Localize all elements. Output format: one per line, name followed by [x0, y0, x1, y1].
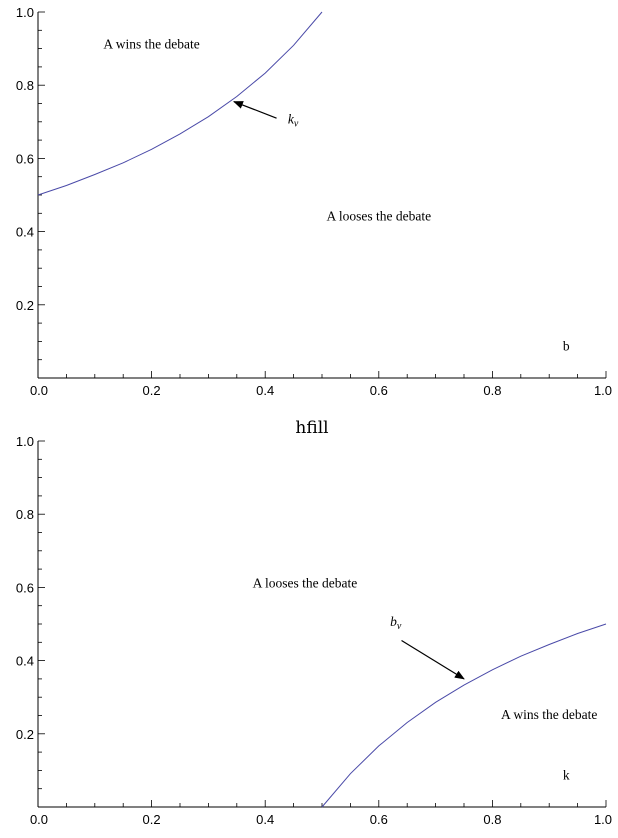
region-annotation: A looses the debate	[253, 575, 358, 590]
x-tick-label: 0.8	[483, 812, 501, 827]
top-plot: 0.0 0.2 0.4 0.6 0.8 1.0 0.2 0.4 0.6 0.8 1.0 b A wins…	[16, 5, 612, 398]
x-tick-label: 0.2	[143, 812, 161, 827]
series-line	[321, 623, 607, 808]
x-tick-label: 0.4	[256, 383, 274, 398]
curve-label-subscript: v	[397, 621, 402, 632]
x-tick-label: 0.0	[30, 383, 48, 398]
pointer-arrow	[233, 101, 277, 119]
x-tick-label: 1.0	[594, 812, 612, 827]
y-tick-label: 0.4	[16, 654, 34, 669]
region-annotation: A wins the debate	[501, 707, 597, 722]
x-tick-label: 0.4	[256, 812, 274, 827]
y-tick-label: 0.2	[16, 298, 34, 313]
y-tick-label: 1.0	[16, 434, 34, 449]
bottom-plot: 0.0 0.2 0.4 0.6 0.8 1.0 0.2 0.4 0.6 0.8 1.0 k A loos…	[16, 434, 612, 827]
pointer-arrow	[401, 639, 465, 680]
y-tick-label: 0.2	[16, 727, 34, 742]
region-annotation: A wins the debate	[103, 37, 199, 52]
x-tick-label: 0.0	[30, 812, 48, 827]
x-tick-label: 0.8	[483, 383, 501, 398]
y-tick-label: 0.8	[16, 78, 34, 93]
y-tick-label: 0.6	[16, 580, 34, 595]
x-tick-label: 0.2	[143, 383, 161, 398]
y-tick-label: 0.6	[16, 151, 34, 166]
series-line	[37, 11, 323, 196]
region-annotation: A looses the debate	[326, 209, 431, 224]
y-tick-label: 0.4	[16, 225, 34, 240]
between-text: hfill	[295, 418, 328, 438]
curve-label-subscript: v	[294, 119, 299, 130]
y-tick-label: 0.8	[16, 507, 34, 522]
x-axis-label: k	[563, 768, 570, 783]
curve-label: kv	[288, 112, 299, 130]
curve-label: bv	[390, 614, 402, 632]
x-tick-label: 0.6	[370, 812, 388, 827]
x-tick-label: 1.0	[594, 383, 612, 398]
x-tick-label: 0.6	[370, 383, 388, 398]
x-axis-label: b	[563, 339, 570, 354]
y-tick-label: 1.0	[16, 5, 34, 20]
